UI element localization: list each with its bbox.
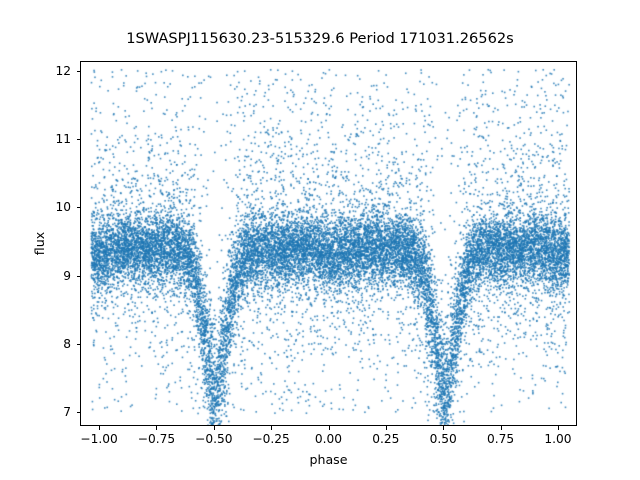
- x-tick-label: 1.00: [544, 432, 572, 446]
- x-axis-label: phase: [309, 452, 348, 467]
- x-tick-mark: [271, 426, 273, 430]
- y-tick-mark: [76, 71, 80, 73]
- chart-title: 1SWASPJ115630.23-515329.6 Period 171031.…: [126, 30, 514, 47]
- x-tick-mark: [443, 426, 445, 430]
- x-tick-mark: [385, 426, 387, 430]
- y-tick-mark: [76, 139, 80, 141]
- y-tick-mark: [76, 343, 80, 345]
- x-tick-label: 0.25: [372, 432, 400, 446]
- y-tick-mark: [76, 411, 80, 413]
- x-tick-mark: [99, 426, 101, 430]
- x-tick-label: −0.75: [137, 432, 176, 446]
- y-tick-label: 10: [55, 200, 71, 215]
- plot-axes: [80, 61, 577, 426]
- x-tick-mark: [213, 426, 215, 430]
- y-tick-label: 7: [63, 404, 71, 419]
- y-tick-mark: [76, 207, 80, 209]
- x-tick-label: 0.50: [429, 432, 457, 446]
- x-tick-mark: [156, 426, 158, 430]
- x-tick-label: 0.75: [486, 432, 515, 446]
- y-axis-label: flux: [32, 231, 47, 256]
- x-tick-label: −1.00: [80, 432, 118, 446]
- x-tick-label: 0.00: [314, 432, 343, 446]
- y-tick-label: 12: [55, 64, 71, 79]
- x-tick-label: −0.50: [195, 432, 233, 446]
- y-tick-label: 9: [63, 268, 71, 283]
- x-tick-mark: [500, 426, 502, 430]
- y-tick-mark: [76, 275, 80, 277]
- scatter-points-canvas: [81, 62, 576, 425]
- x-tick-mark: [557, 426, 559, 430]
- x-tick-mark: [328, 426, 330, 430]
- y-tick-label: 11: [55, 132, 71, 147]
- x-tick-label: −0.25: [252, 432, 290, 446]
- y-tick-label: 8: [63, 336, 71, 351]
